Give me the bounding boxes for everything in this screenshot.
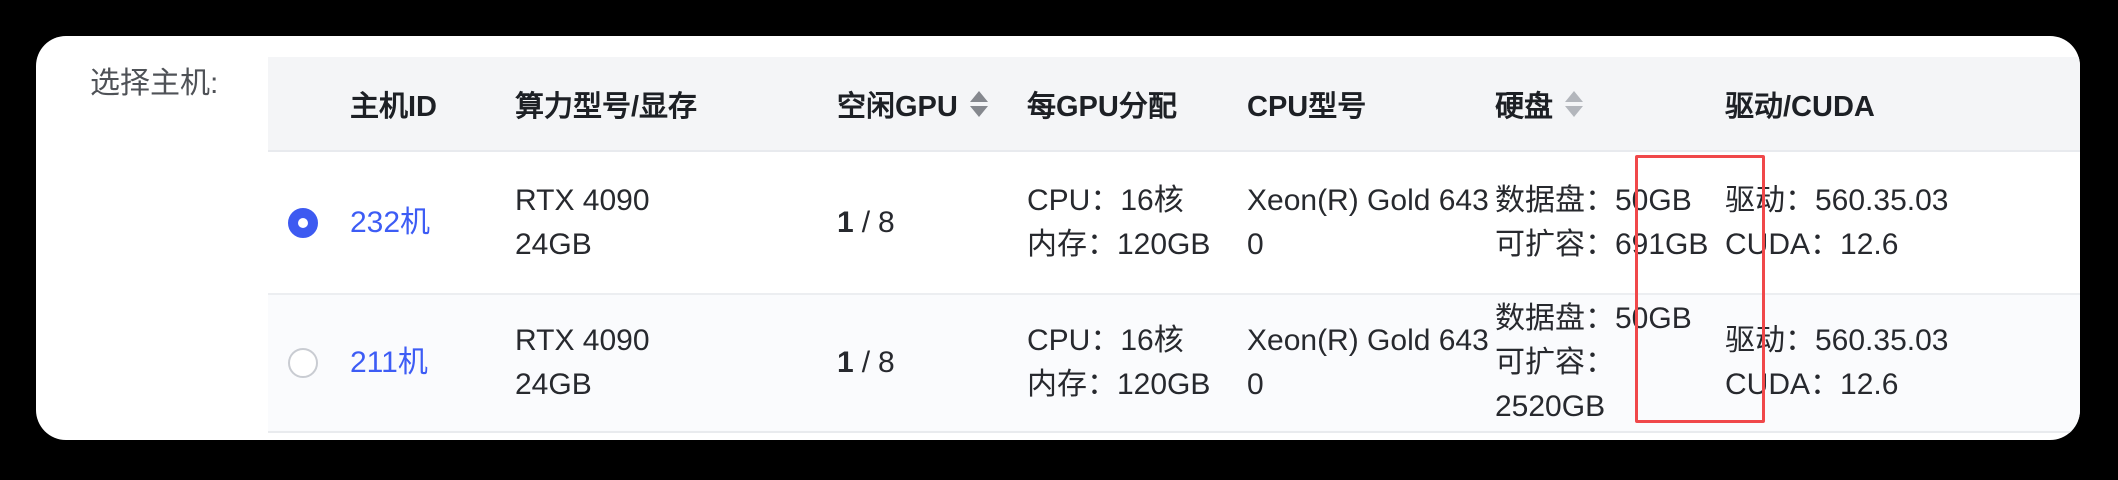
- per-gpu-cell: CPU：16核 内存：120GB: [1027, 324, 1211, 401]
- sort-toggle-idle-gpu[interactable]: [969, 90, 988, 117]
- model-vram-cell: RTX 4090 24GB: [515, 183, 650, 261]
- host-select-card: 选择主机: 主机ID 算力型号/显存 空闲GPU 每GPU分配 CPU型号: [36, 36, 2080, 440]
- idle-gpu-cell: 1/8: [837, 205, 895, 239]
- sort-descending-icon[interactable]: [969, 105, 988, 117]
- sort-ascending-icon[interactable]: [969, 90, 988, 102]
- header-model-vram: 算力型号/显存: [515, 90, 698, 123]
- header-disk: 硬盘: [1495, 83, 1725, 125]
- per-gpu-cell: CPU：16核 内存：120GB: [1027, 183, 1211, 261]
- model-vram-cell: RTX 4090 24GB: [515, 324, 650, 401]
- table-row-host-211[interactable]: 211机 RTX 4090 24GB 1/8 CPU：16核 内存：120GB …: [268, 295, 2080, 433]
- cpu-model-cell: Xeon(R) Gold 643 0: [1247, 183, 1489, 261]
- host-id-cell: 232机: [338, 201, 515, 245]
- gpu-total-count: 8: [878, 205, 895, 239]
- gpu-total-count: 8: [878, 346, 895, 379]
- header-cpu-model: CPU型号: [1247, 90, 1367, 123]
- sort-descending-icon[interactable]: [1565, 105, 1584, 117]
- select-host-label: 选择主机:: [90, 67, 219, 100]
- table-header-row: 主机ID 算力型号/显存 空闲GPU 每GPU分配 CPU型号 硬盘: [268, 57, 2080, 152]
- disk-cell: 数据盘：50GB 可扩容：691GB: [1495, 183, 1709, 261]
- gpu-used-count: 1: [837, 205, 854, 239]
- radio-unselected[interactable]: [288, 348, 318, 378]
- driver-cuda-cell: 驱动：560.35.03 CUDA：12.6: [1725, 183, 1949, 261]
- radio-cell: [268, 207, 338, 238]
- idle-gpu-cell: 1/8: [837, 346, 895, 379]
- gpu-used-count: 1: [837, 346, 854, 379]
- host-id-link[interactable]: 211机: [350, 346, 428, 379]
- header-per-gpu: 每GPU分配: [1027, 90, 1177, 123]
- table-row-host-232[interactable]: 232机 RTX 4090 24GB 1/8 CPU：16核 内存：120GB …: [268, 152, 2080, 295]
- header-driver-cuda: 驱动/CUDA: [1725, 90, 1875, 123]
- sort-ascending-icon[interactable]: [1565, 90, 1584, 102]
- header-host-id: 主机ID: [350, 90, 438, 123]
- host-id-link[interactable]: 232机: [350, 205, 431, 239]
- host-table: 主机ID 算力型号/显存 空闲GPU 每GPU分配 CPU型号 硬盘: [268, 57, 2080, 433]
- driver-cuda-cell: 驱动：560.35.03 CUDA：12.6: [1725, 324, 1949, 401]
- sort-toggle-disk[interactable]: [1565, 90, 1584, 117]
- radio-dot: [298, 217, 308, 228]
- header-idle-gpu: 空闲GPU: [837, 83, 1027, 125]
- radio-cell: [268, 348, 338, 378]
- disk-cell: 数据盘：50GB 可扩容：2520GB: [1495, 302, 1692, 423]
- cpu-model-cell: Xeon(R) Gold 643 0: [1247, 324, 1489, 401]
- host-id-cell: 211机: [338, 341, 515, 385]
- radio-selected[interactable]: [288, 207, 318, 238]
